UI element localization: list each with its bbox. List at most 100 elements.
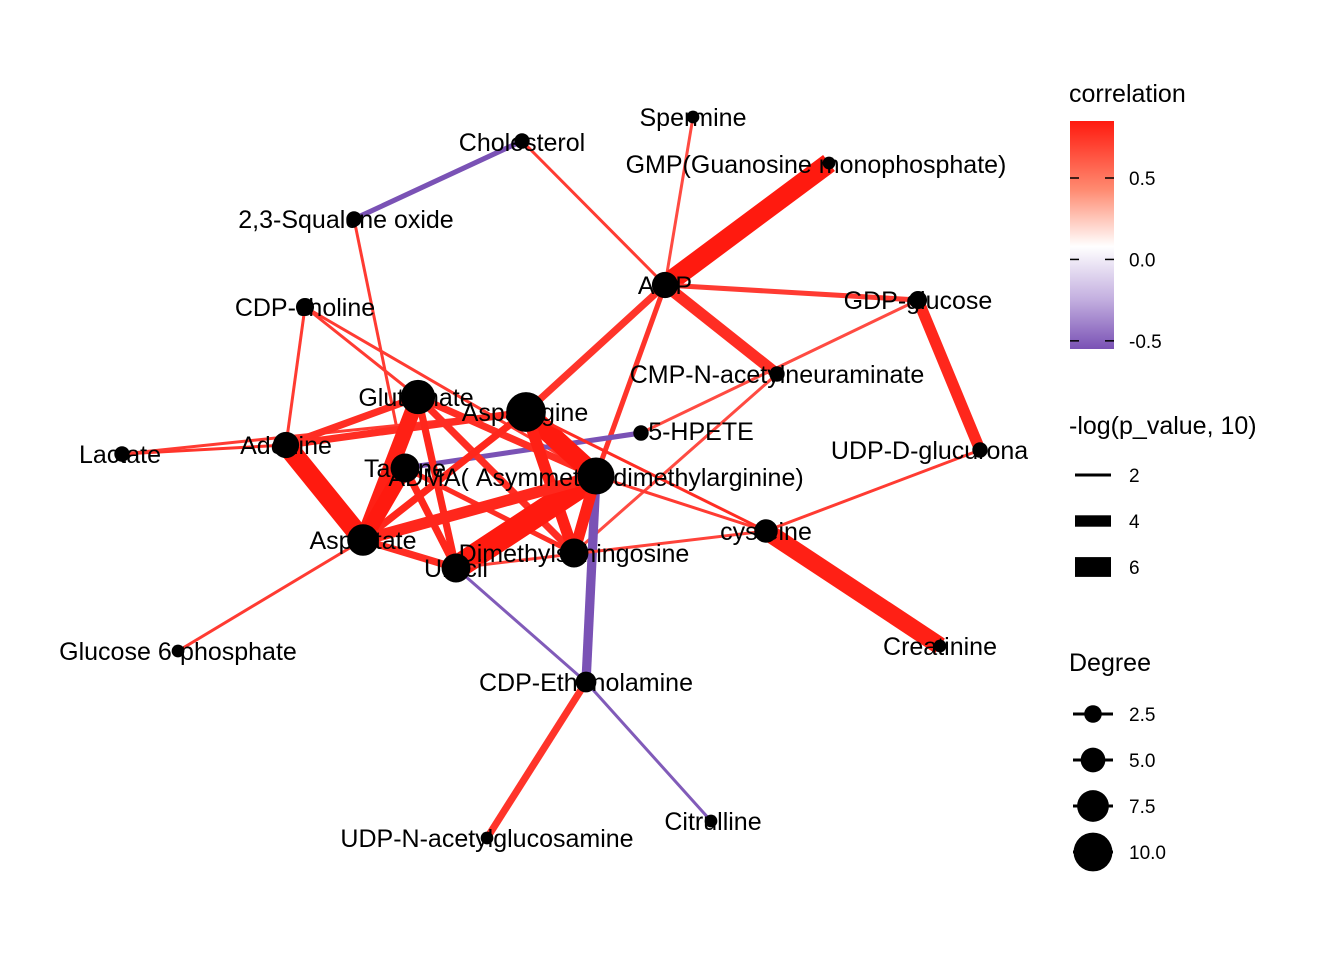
node-cholesterol [514,133,530,149]
pvalue-legend-title: -log(p_value, 10) [1069,412,1257,440]
node-adma [577,457,615,495]
degree-key-dot [1080,747,1106,773]
pvalue-key-swatch [1075,515,1111,527]
node-label-lactate: Lactate [79,441,161,469]
node-label-adma: ADMA( Asymmetric dimethylarginine) [388,464,803,492]
pvalue-key-swatch [1075,557,1111,577]
node-label-aspartate: Aspartate [309,527,416,555]
edge-adma-aspartate [361,470,598,546]
degree-key-label: 10.0 [1129,843,1166,864]
edge-gmp-amp [659,155,835,293]
correlation-legend-title: correlation [1069,80,1186,108]
network-plot: Cholesterol Spermine GMP(Guanosine monopho… [59,104,1049,853]
edge-spermine-amp [663,116,695,286]
node-aspartate [347,524,379,556]
edge-cdpcholine-glutamate [304,305,419,399]
node-label-amp: AMP [638,272,692,300]
degree-key-label: 5.0 [1129,751,1155,772]
node-label-uracil: Uracil [424,555,488,583]
node-label-cysteine: cysteine [720,518,812,546]
node-cdpeth [575,671,597,693]
edge-hpete-taurine [404,430,642,471]
edge-amp-adma [593,284,668,477]
edge-aspartate-g6p [177,538,364,653]
pvalue-key-label: 2 [1129,466,1140,487]
edge-udpgluc-cysteine [765,448,981,533]
node-label-cholesterol: Cholesterol [459,129,585,157]
node-label-squalene: 2,3-Squalene oxide [238,206,453,234]
node-gdpglucose [908,290,928,310]
node-taurine [390,453,420,483]
node-cmpneu [769,366,785,382]
correlation-legend: correlation 0.5 0.0 -0.5 [1069,80,1186,353]
pvalue-legend: -log(p_value, 10) 2 4 6 [1069,412,1257,579]
node-label-gdpglucose: GDP-glucose [844,287,993,315]
node-squalene [346,211,362,227]
degree-legend: Degree 2.5 5.0 7.5 10.0 [1069,649,1166,872]
correlation-tick-label: 0.0 [1129,250,1155,271]
edge-amp-asparagine [523,282,668,415]
node-lactate [114,446,130,462]
degree-key-label: 2.5 [1129,705,1155,726]
edge-cholesterol-squalene [352,138,524,222]
edge-cdpeth-citrulline [584,680,713,823]
node-label-creatinine: Creatinine [883,633,997,661]
edge-gdpglucose-hpete [640,298,919,435]
degree-key-dot [1073,832,1113,872]
node-citrulline [704,814,718,828]
edge-glutamate-dimethylsph [415,394,577,556]
edge-asparagine-aspartate [360,409,529,543]
pvalue-key-label: 4 [1129,512,1140,533]
pvalue-key-label: 6 [1129,558,1140,579]
correlation-tick-label: -0.5 [1129,332,1162,353]
node-label-adenine: Adenine [240,432,332,460]
node-udpnag [480,831,494,845]
edge-cysteine-creatinine [761,523,945,654]
node-dimethylsph [559,538,589,568]
edge-cdpeth-udpnag [483,680,590,840]
edge-adenine-aspartate [278,438,371,547]
node-label-taurine: Taurine [364,455,446,483]
edge-cmpneu-dimethylsph [573,372,778,555]
node-label-udpgluc: UDP-D-glucuronate [831,437,1049,465]
node-label-dimethylsph: Dimethylsphingosine [459,540,690,568]
legend: correlation 0.5 0.0 -0.5 -log(p_value, 10)… [1069,80,1257,872]
pvalue-key-swatch [1075,473,1111,477]
pvalue-keys: 2 4 6 [1075,466,1140,579]
node-label-gmp: GMP(Guanosine monophosphate) [626,151,1007,179]
nodes [114,110,988,845]
degree-legend-title: Degree [1069,649,1151,677]
degree-keys: 2.5 5.0 7.5 10.0 [1073,705,1166,872]
degree-key-label: 7.5 [1129,797,1155,818]
degree-key-dot [1077,790,1109,822]
node-gmp [822,156,836,170]
edge-aspartate-uracil [361,536,458,572]
node-spermine [686,110,700,124]
node-label-cmpneu: CMP-N-acetylneuraminate [630,361,925,389]
node-label-glutamate: Glutamate [358,384,473,412]
edges [121,116,986,840]
node-glutamate [400,379,436,415]
node-label-citrulline: Citrulline [664,808,761,836]
node-g6p [171,644,185,658]
edge-adma-cysteine [595,474,767,533]
node-creatinine [933,639,947,653]
edge-gdpglucose-udpgluc [912,297,986,453]
node-adenine [272,431,300,459]
edge-asparagine-dimethylsph [520,410,580,555]
correlation-ticks: 0.5 0.0 -0.5 [1070,169,1162,353]
node-label-hpete: 5-HPETE [648,418,754,446]
edge-asparagine-cysteine [525,410,767,533]
edge-adma-uracil [449,465,603,579]
node-label-g6p: Glucose 6-phosphate [59,638,297,666]
node-label-spermine: Spermine [640,104,747,132]
node-udpgluc [972,442,988,458]
edge-uracil-cdpeth [455,566,587,684]
degree-key-dot [1084,705,1102,723]
node-amp [651,271,679,299]
node-label-udpnag: UDP-N-acetylglucosamine [340,825,633,853]
node-label-asparagine: Asparagine [462,399,588,427]
edge-cysteine-uracil [455,529,767,570]
node-labels: Cholesterol Spermine GMP(Guanosine monopho… [59,104,1049,853]
